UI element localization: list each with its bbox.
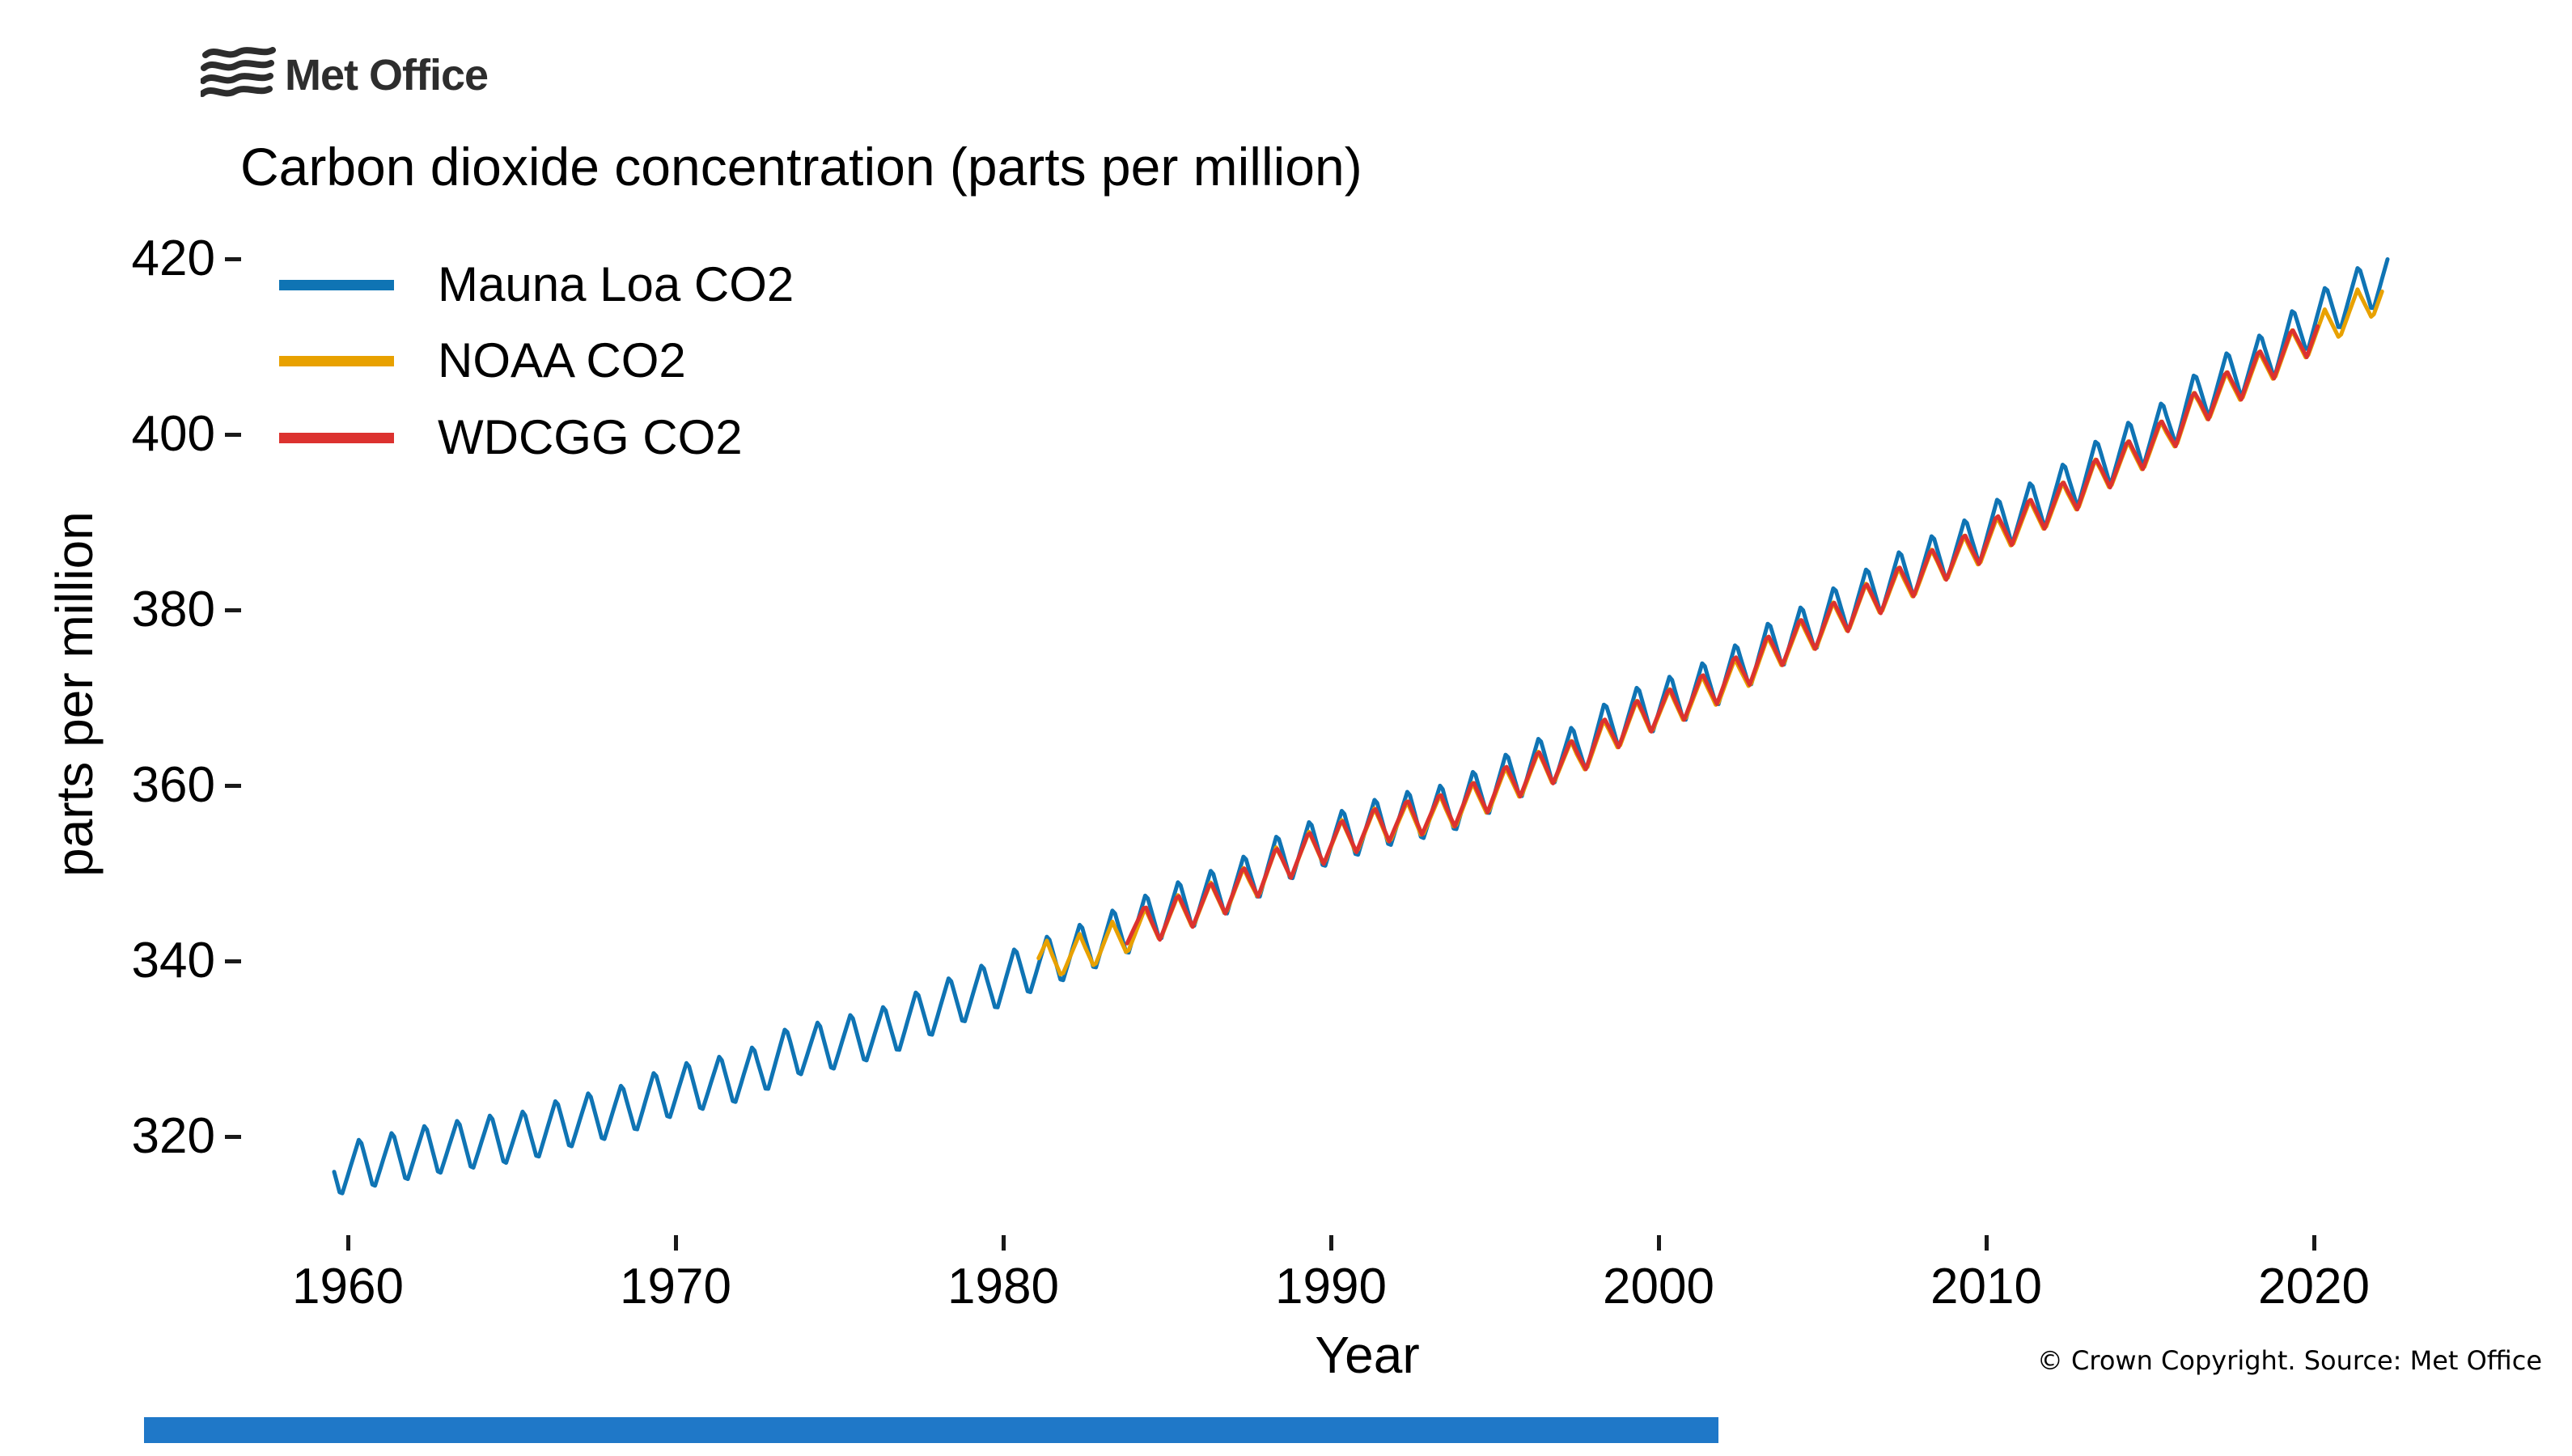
met-office-waves-icon: [201, 47, 276, 97]
y-tick-label-400: 400: [131, 406, 215, 462]
x-tick-mark-2000: [1657, 1235, 1661, 1251]
legend-swatch-mauna-loa-co2: [279, 280, 394, 290]
x-tick-label-1980: 1980: [947, 1259, 1059, 1314]
x-tick-label-2010: 2010: [1930, 1259, 2042, 1314]
legend-label-mauna-loa-co2: Mauna Loa CO2: [438, 257, 794, 311]
x-tick-label-1970: 1970: [620, 1259, 731, 1314]
x-tick-mark-1960: [346, 1235, 350, 1251]
x-tick-mark-1970: [674, 1235, 678, 1251]
series-line-mauna-loa-co2: [332, 257, 2390, 1196]
chart-title: Carbon dioxide concentration (parts per …: [240, 137, 1362, 197]
y-tick-mark-360: [225, 784, 241, 788]
x-tick-label-1990: 1990: [1275, 1259, 1387, 1314]
y-tick-mark-380: [225, 608, 241, 612]
bottom-selection-bar: [144, 1417, 1718, 1443]
x-tick-label-2000: 2000: [1603, 1259, 1714, 1314]
legend-swatch-wdcgg-co2: [279, 433, 394, 443]
y-tick-label-360: 360: [131, 757, 215, 813]
y-tick-label-380: 380: [131, 582, 215, 637]
legend-label-wdcgg-co2: WDCGG CO2: [438, 410, 743, 464]
y-tick-label-320: 320: [131, 1108, 215, 1164]
x-tick-mark-2010: [1985, 1235, 1989, 1251]
met-office-logo: Met Office: [201, 45, 686, 102]
y-tick-label-340: 340: [131, 933, 215, 988]
copyright-note: © Crown Copyright. Source: Met Office: [2036, 1345, 2542, 1376]
x-axis-label: Year: [1315, 1326, 1420, 1384]
x-tick-label-2020: 2020: [2258, 1259, 2370, 1314]
met-office-logo-text: Met Office: [285, 51, 489, 99]
y-tick-label-420: 420: [131, 231, 215, 286]
legend-swatch-noaa-co2: [279, 356, 394, 366]
x-tick-mark-1980: [1002, 1235, 1006, 1251]
y-tick-mark-420: [225, 257, 241, 261]
y-tick-mark-340: [225, 959, 241, 963]
x-tick-mark-2020: [2312, 1235, 2316, 1251]
y-tick-mark-320: [225, 1135, 241, 1139]
x-tick-label-1960: 1960: [292, 1259, 404, 1314]
y-tick-mark-400: [225, 433, 241, 437]
legend-label-noaa-co2: NOAA CO2: [438, 333, 686, 387]
series-line-wdcgg-co2: [1125, 324, 2320, 946]
x-tick-mark-1990: [1329, 1235, 1333, 1251]
